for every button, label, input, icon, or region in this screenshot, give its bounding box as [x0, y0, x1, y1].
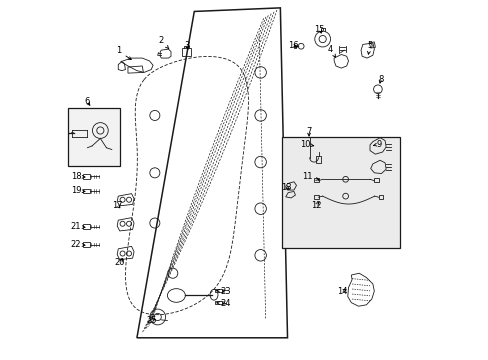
Text: 10: 10 [300, 140, 313, 149]
Bar [282, 137, 400, 248]
Text: 7: 7 [306, 127, 311, 136]
Text: 15: 15 [314, 25, 325, 34]
Text: 3: 3 [184, 41, 189, 50]
Bar [83, 225, 90, 229]
Text: 19: 19 [71, 186, 85, 195]
Text: 22: 22 [71, 240, 85, 249]
Bar [373, 178, 378, 182]
Bar [83, 242, 90, 247]
Text: 5: 5 [366, 41, 372, 54]
Bar [316, 156, 321, 163]
Text: 16: 16 [287, 41, 298, 50]
Bar [215, 301, 221, 305]
Text: 4: 4 [327, 45, 335, 57]
Bar [83, 174, 90, 179]
Bar [293, 45, 296, 48]
Text: 2: 2 [158, 36, 168, 49]
Text: 6: 6 [84, 96, 90, 105]
Text: 13: 13 [281, 183, 291, 192]
Bar [314, 178, 318, 182]
Text: 9: 9 [373, 140, 381, 149]
Text: 18: 18 [70, 172, 85, 181]
Text: 1: 1 [115, 46, 131, 59]
Text: 23: 23 [216, 287, 231, 296]
Text: 12: 12 [310, 201, 321, 210]
Text: 8: 8 [377, 75, 383, 84]
Text: 24: 24 [216, 299, 231, 308]
Text: 25: 25 [146, 316, 156, 325]
Text: 20: 20 [115, 258, 125, 267]
Bar [378, 195, 383, 199]
Bar [313, 195, 318, 199]
Bar [215, 289, 221, 292]
Text: 17: 17 [112, 201, 122, 210]
Bar [83, 189, 90, 193]
Text: 11: 11 [302, 172, 318, 181]
Text: 21: 21 [71, 222, 85, 231]
Bar [68, 108, 120, 166]
Bar [182, 48, 191, 56]
Text: 14: 14 [336, 287, 347, 296]
